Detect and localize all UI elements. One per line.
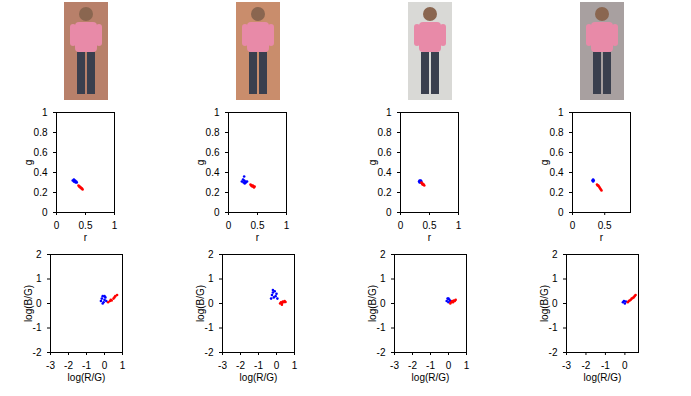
svg-text:-2: -2 xyxy=(33,347,42,358)
svg-text:2: 2 xyxy=(36,249,42,260)
svg-text:log(B/G): log(B/G) xyxy=(23,285,34,322)
svg-text:0.8: 0.8 xyxy=(378,127,392,138)
svg-text:0.2: 0.2 xyxy=(206,187,220,198)
svg-text:g: g xyxy=(195,160,206,166)
svg-text:1: 1 xyxy=(292,360,298,371)
svg-text:g: g xyxy=(23,160,34,166)
svg-text:0: 0 xyxy=(570,220,576,231)
svg-text:2: 2 xyxy=(380,249,386,260)
svg-text:0.6: 0.6 xyxy=(550,147,564,158)
svg-text:0.5: 0.5 xyxy=(251,220,265,231)
svg-text:0.2: 0.2 xyxy=(378,187,392,198)
svg-text:r: r xyxy=(84,232,88,243)
svg-text:0.4: 0.4 xyxy=(206,167,220,178)
svg-text:0: 0 xyxy=(54,220,60,231)
svg-text:0: 0 xyxy=(274,360,280,371)
svg-text:1: 1 xyxy=(284,220,290,231)
svg-text:1: 1 xyxy=(386,107,392,118)
svg-text:1: 1 xyxy=(36,273,42,284)
svg-text:r: r xyxy=(428,232,432,243)
svg-text:0.6: 0.6 xyxy=(206,147,220,158)
svg-text:0.4: 0.4 xyxy=(378,167,392,178)
svg-text:1: 1 xyxy=(208,273,214,284)
svg-text:2: 2 xyxy=(552,249,558,260)
svg-text:-1: -1 xyxy=(33,322,42,333)
svg-text:-2: -2 xyxy=(236,360,245,371)
svg-text:0: 0 xyxy=(208,298,214,309)
svg-text:0: 0 xyxy=(558,207,564,218)
svg-text:1: 1 xyxy=(112,220,118,231)
svg-text:-2: -2 xyxy=(408,360,417,371)
svg-text:0: 0 xyxy=(446,360,452,371)
svg-text:0: 0 xyxy=(102,360,108,371)
svg-text:-2: -2 xyxy=(205,347,214,358)
svg-text:log(B/G): log(B/G) xyxy=(367,285,378,322)
svg-text:log(R/G): log(R/G) xyxy=(240,372,278,383)
svg-text:r: r xyxy=(256,232,260,243)
svg-text:0: 0 xyxy=(226,220,232,231)
svg-text:0: 0 xyxy=(36,298,42,309)
svg-text:0.8: 0.8 xyxy=(206,127,220,138)
svg-text:0: 0 xyxy=(380,298,386,309)
svg-text:2: 2 xyxy=(208,249,214,260)
svg-text:0.2: 0.2 xyxy=(550,187,564,198)
svg-text:1: 1 xyxy=(552,273,558,284)
svg-text:1: 1 xyxy=(464,360,470,371)
svg-text:0.2: 0.2 xyxy=(34,187,48,198)
svg-text:-2: -2 xyxy=(64,360,73,371)
svg-text:0.5: 0.5 xyxy=(598,220,612,231)
svg-text:-3: -3 xyxy=(46,360,55,371)
svg-text:0: 0 xyxy=(386,207,392,218)
svg-text:log(R/G): log(R/G) xyxy=(584,372,622,383)
svg-text:0.4: 0.4 xyxy=(550,167,564,178)
svg-text:0: 0 xyxy=(552,298,558,309)
svg-text:-1: -1 xyxy=(549,322,558,333)
svg-text:-3: -3 xyxy=(218,360,227,371)
svg-text:log(R/G): log(R/G) xyxy=(412,372,450,383)
svg-text:0.5: 0.5 xyxy=(79,220,93,231)
svg-text:0.6: 0.6 xyxy=(34,147,48,158)
svg-text:-3: -3 xyxy=(390,360,399,371)
svg-text:-1: -1 xyxy=(82,360,91,371)
svg-text:-3: -3 xyxy=(562,360,571,371)
svg-text:0: 0 xyxy=(622,360,628,371)
svg-text:0: 0 xyxy=(42,207,48,218)
svg-text:0.8: 0.8 xyxy=(34,127,48,138)
svg-text:1: 1 xyxy=(380,273,386,284)
svg-text:-2: -2 xyxy=(582,360,591,371)
svg-text:-1: -1 xyxy=(254,360,263,371)
svg-text:0: 0 xyxy=(398,220,404,231)
svg-text:g: g xyxy=(367,160,378,166)
svg-text:log(B/G): log(B/G) xyxy=(195,285,206,322)
svg-text:1: 1 xyxy=(456,220,462,231)
svg-text:-1: -1 xyxy=(426,360,435,371)
svg-text:-1: -1 xyxy=(601,360,610,371)
svg-text:0.6: 0.6 xyxy=(378,147,392,158)
svg-text:r: r xyxy=(600,232,604,243)
svg-text:1: 1 xyxy=(42,107,48,118)
svg-text:0: 0 xyxy=(214,207,220,218)
svg-text:log(R/G): log(R/G) xyxy=(68,372,106,383)
svg-text:0.5: 0.5 xyxy=(423,220,437,231)
svg-text:1: 1 xyxy=(558,107,564,118)
svg-text:0.8: 0.8 xyxy=(550,127,564,138)
svg-text:-1: -1 xyxy=(205,322,214,333)
svg-text:g: g xyxy=(539,160,550,166)
svg-text:log(B/G): log(B/G) xyxy=(539,285,550,322)
svg-text:1: 1 xyxy=(214,107,220,118)
svg-text:-1: -1 xyxy=(377,322,386,333)
svg-text:0.4: 0.4 xyxy=(34,167,48,178)
svg-text:-2: -2 xyxy=(549,347,558,358)
svg-text:-2: -2 xyxy=(377,347,386,358)
svg-text:1: 1 xyxy=(120,360,126,371)
